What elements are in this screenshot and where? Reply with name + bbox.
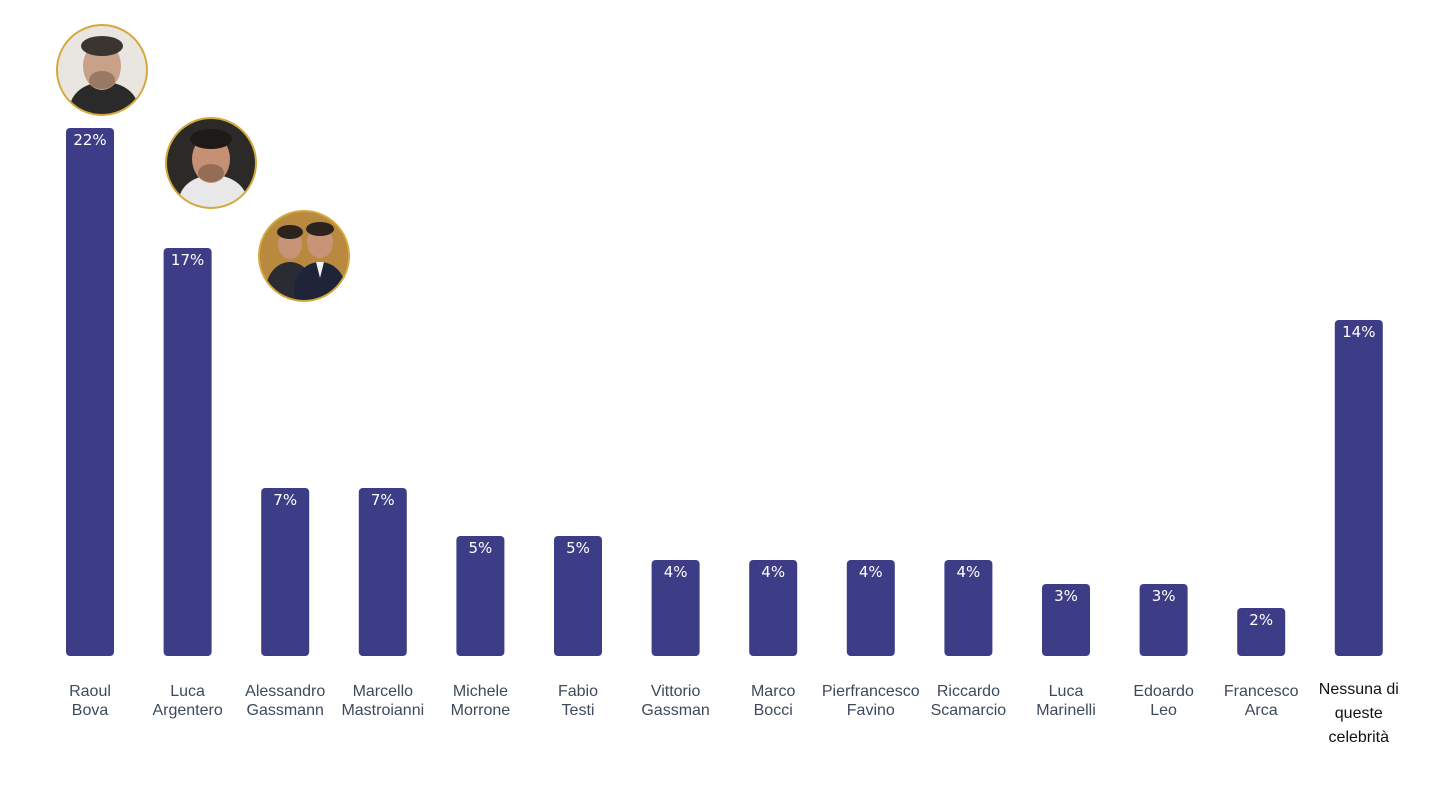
category-label-luca-marinelli: Luca Marinelli (1036, 683, 1096, 719)
category-label-vittorio-gassman: Vittorio Gassman (641, 683, 709, 719)
bar-edoardo-leo (1139, 584, 1188, 656)
bar-riccardo-scamarcio (944, 560, 993, 656)
bar-pierfrancesco-favino (846, 560, 895, 656)
category-label-pierfrancesco-favino: Pierfrancesco Favino (822, 683, 920, 719)
bar-value-label: 2% (1249, 611, 1273, 629)
bar-value-label: 3% (1152, 587, 1176, 605)
bar-alessandro-gassmann (261, 488, 310, 656)
bar-value-label: 4% (859, 563, 883, 581)
bar-value-label: 4% (664, 563, 688, 581)
bar-raoul-bova (66, 128, 114, 656)
bar-nessuna-di-queste-celebrita (1334, 320, 1383, 656)
bar-francesco-arca (1237, 608, 1286, 656)
category-label-luca-argentero: Luca Argentero (152, 683, 222, 719)
category-label-edoardo-leo: Edoardo Leo (1133, 683, 1194, 719)
portrait-photo-icon (165, 117, 257, 209)
bar-value-label: 4% (957, 563, 981, 581)
bar-marco-bocci (749, 560, 798, 656)
bar-value-label: 3% (1054, 587, 1078, 605)
bar-value-label: 5% (469, 539, 493, 557)
bar-value-label: 14% (1342, 323, 1375, 341)
bar-value-label: 7% (273, 491, 297, 509)
category-label-francesco-arca: Francesco Arca (1224, 683, 1299, 719)
category-label-nessuna-di-queste-celebrita: Nessuna di queste celebrità (1319, 681, 1399, 746)
category-label-riccardo-scamarcio: Riccardo Scamarcio (931, 683, 1007, 719)
bar-fabio-testi (554, 536, 602, 656)
bar-value-label: 4% (761, 563, 785, 581)
photo-avatars (56, 24, 350, 302)
category-label-michele-morrone: Michele Morrone (451, 683, 511, 719)
bar-value-label: 22% (73, 131, 106, 149)
bar-luca-argentero (163, 248, 212, 656)
category-label-raoul-bova: Raoul Bova (69, 683, 111, 719)
category-label-alessandro-gassmann: Alessandro Gassmann (245, 683, 325, 719)
bar-vittorio-gassman (651, 560, 700, 656)
category-labels: Raoul Bova Luca Argentero Alessandro Gassmann… (69, 681, 1399, 746)
bar-marcello-mastroianni (358, 488, 407, 656)
bar-michele-morrone (456, 536, 505, 656)
category-label-marcello-mastroianni: Marcello Mastroianni (341, 683, 424, 719)
bars-layer: 22% 17% 7% 7% 5% 5% 4% 4% 4% 4% 3% 3% 2% 14% (66, 128, 1383, 656)
bar-value-label: 5% (566, 539, 590, 557)
portrait-photo-icon (56, 24, 148, 116)
category-label-fabio-testi: Fabio Testi (558, 683, 598, 719)
bar-value-label: 17% (171, 251, 204, 269)
category-label-marco-bocci: Marco Bocci (751, 683, 796, 719)
bar-value-label: 7% (371, 491, 395, 509)
portrait-photo-icon (258, 210, 350, 302)
bar-luca-marinelli (1042, 584, 1090, 656)
